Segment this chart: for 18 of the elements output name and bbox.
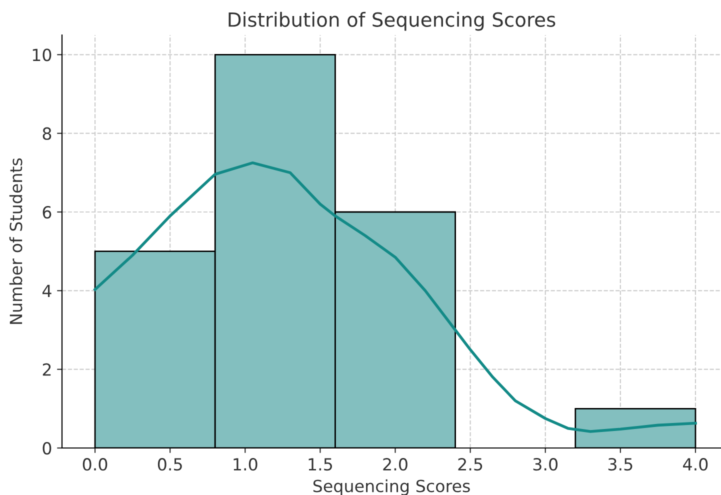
- y-tick-label: 4: [42, 284, 52, 297]
- x-tick-label: 0.5: [158, 458, 182, 471]
- x-tick-label: 0.0: [82, 458, 108, 471]
- y-tick-label: 0: [42, 442, 52, 455]
- x-tick-label: 2.0: [383, 458, 408, 471]
- y-tick-label: 8: [42, 127, 52, 140]
- x-tick-label: 3.0: [533, 458, 558, 471]
- x-tick-label: 1.5: [308, 458, 332, 471]
- y-tick-label: 10: [32, 48, 52, 62]
- x-tick-label: 2.5: [458, 458, 482, 471]
- x-tick-label: 1.0: [234, 458, 258, 471]
- y-tick-label: 6: [42, 206, 52, 219]
- y-tick-label: 2: [42, 363, 51, 376]
- x-tick-label: 3.5: [608, 458, 632, 471]
- line-series: [94, 161, 697, 433]
- x-tick-label: 4.0: [683, 458, 708, 471]
- y-axis-title: Number of Students: [9, 158, 22, 324]
- chart-title: Distribution of Sequencing Scores: [228, 12, 556, 31]
